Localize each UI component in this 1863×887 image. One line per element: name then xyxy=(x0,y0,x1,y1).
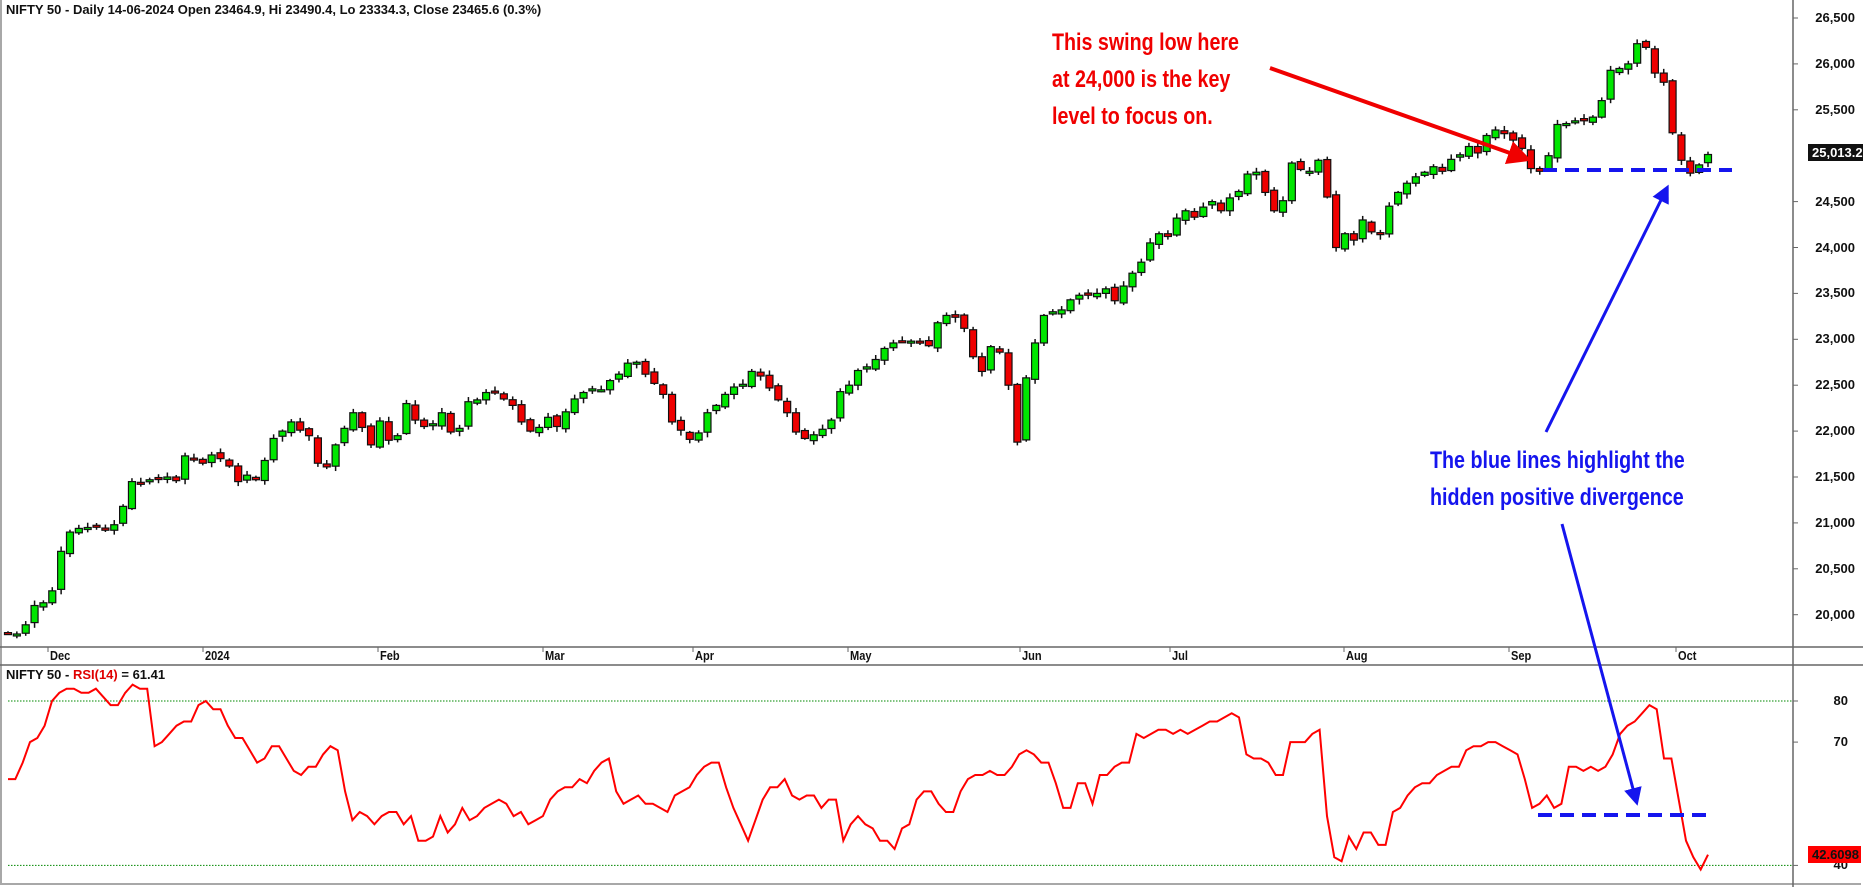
price-axis-label: 24,000 xyxy=(1815,239,1855,255)
date-axis-label: Apr xyxy=(695,648,715,663)
price-axis-label: 20,000 xyxy=(1815,606,1855,622)
blue-annotation-line: The blue lines highlight the xyxy=(1430,447,1685,474)
chart-title: NIFTY 50 - Daily 14-06-2024 Open 23464.9… xyxy=(6,2,542,17)
price-axis-label: 26,500 xyxy=(1815,10,1855,25)
date-axis-label: Jul xyxy=(1172,648,1188,663)
blue-annotation-line: hidden positive divergence xyxy=(1430,484,1684,511)
price-axis-label: 22,500 xyxy=(1815,377,1855,393)
price-axis-label: 24,500 xyxy=(1815,193,1855,209)
candlestick-series xyxy=(3,39,1713,639)
rsi-axis-ticks xyxy=(1793,700,1798,866)
rsi-indicator-label: RSI(14) xyxy=(72,667,118,682)
rsi-axis-label: 70 xyxy=(1833,734,1848,750)
red-annotation-line: level to focus on. xyxy=(1052,103,1213,130)
date-axis-label: Dec xyxy=(50,648,71,663)
price-axis-label: 26,000 xyxy=(1815,55,1855,71)
date-axis-label: Jun xyxy=(1022,648,1042,663)
red-annotation: This swing low here at 24,000 is the key… xyxy=(1052,24,1239,135)
price-axis-label: 21,500 xyxy=(1815,469,1855,484)
blue-arrow-up-icon xyxy=(1544,184,1669,433)
rsi-title-value: = 61.41 xyxy=(117,667,166,682)
red-arrow-icon xyxy=(1269,66,1532,164)
date-axis-label: May xyxy=(850,648,872,663)
blue-annotation: The blue lines highlight the hidden posi… xyxy=(1430,442,1685,516)
blue-arrow-down-icon xyxy=(1560,523,1642,806)
date-axis-label: Sep xyxy=(1511,648,1532,663)
price-axis-label: 21,000 xyxy=(1815,514,1855,530)
last-rsi-tag: 42.6098 xyxy=(1808,846,1861,863)
date-axis-label: Mar xyxy=(545,648,565,663)
date-axis-label: Feb xyxy=(380,648,400,663)
rsi-title-prefix: NIFTY 50 - xyxy=(6,667,73,682)
price-axis-label: 23,500 xyxy=(1815,285,1855,301)
price-axis-label: 22,000 xyxy=(1815,423,1855,439)
date-axis-label: Oct xyxy=(1678,648,1697,663)
rsi-axis-label: 80 xyxy=(1833,693,1848,708)
date-axis-label: 2024 xyxy=(205,648,230,663)
price-axis-label: 25,500 xyxy=(1815,101,1855,117)
rsi-title: NIFTY 50 - RSI(14) = 61.41 xyxy=(6,667,165,682)
red-annotation-line: at 24,000 is the key xyxy=(1052,66,1231,93)
last-price-tag: 25,013.2 xyxy=(1808,144,1863,161)
price-axis-label: 23,000 xyxy=(1815,331,1855,347)
red-annotation-line: This swing low here xyxy=(1052,29,1239,56)
price-axis-label: 20,500 xyxy=(1815,560,1855,576)
price-axis-ticks xyxy=(1793,17,1798,616)
rsi-line xyxy=(8,683,1709,872)
date-axis-label: Aug xyxy=(1346,648,1368,663)
date-axis-ticks xyxy=(47,647,1677,652)
